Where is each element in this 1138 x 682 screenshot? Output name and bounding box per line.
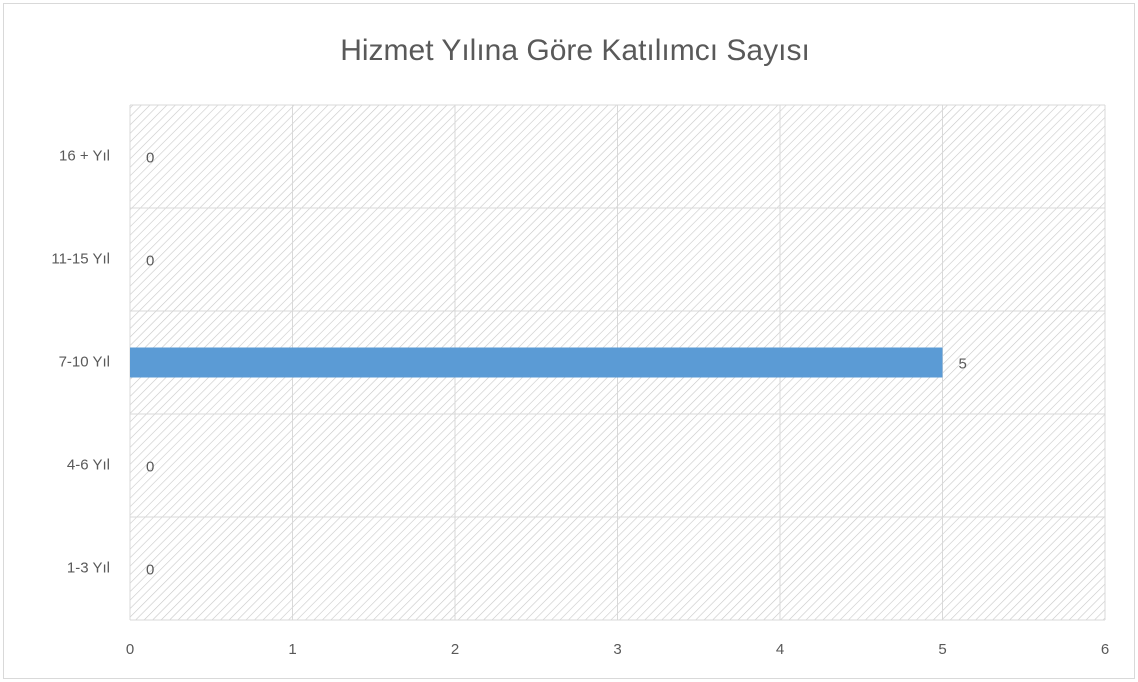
y-tick-label: 11-15 Yıl [51,250,110,267]
x-tick-label: 1 [288,641,296,658]
data-label: 0 [146,252,154,269]
x-tick-label: 2 [451,641,459,658]
x-tick-label: 5 [938,641,946,658]
x-tick-label: 3 [613,641,621,658]
y-tick-label: 1-3 Yıl [67,559,110,576]
x-tick-label: 6 [1101,641,1109,658]
y-tick-label: 7-10 Yıl [59,353,110,370]
x-tick-label: 0 [126,641,134,658]
data-label: 0 [146,561,154,578]
y-tick-label: 4-6 Yıl [67,456,110,473]
y-tick-label: 16 + Yıl [59,147,110,164]
x-tick-label: 4 [776,641,784,658]
data-label: 5 [959,355,967,372]
data-label: 0 [146,458,154,475]
chart-title: Hizmet Yılına Göre Katılımcı Sayısı [340,34,810,67]
data-label: 0 [146,149,154,166]
bar [130,347,943,378]
